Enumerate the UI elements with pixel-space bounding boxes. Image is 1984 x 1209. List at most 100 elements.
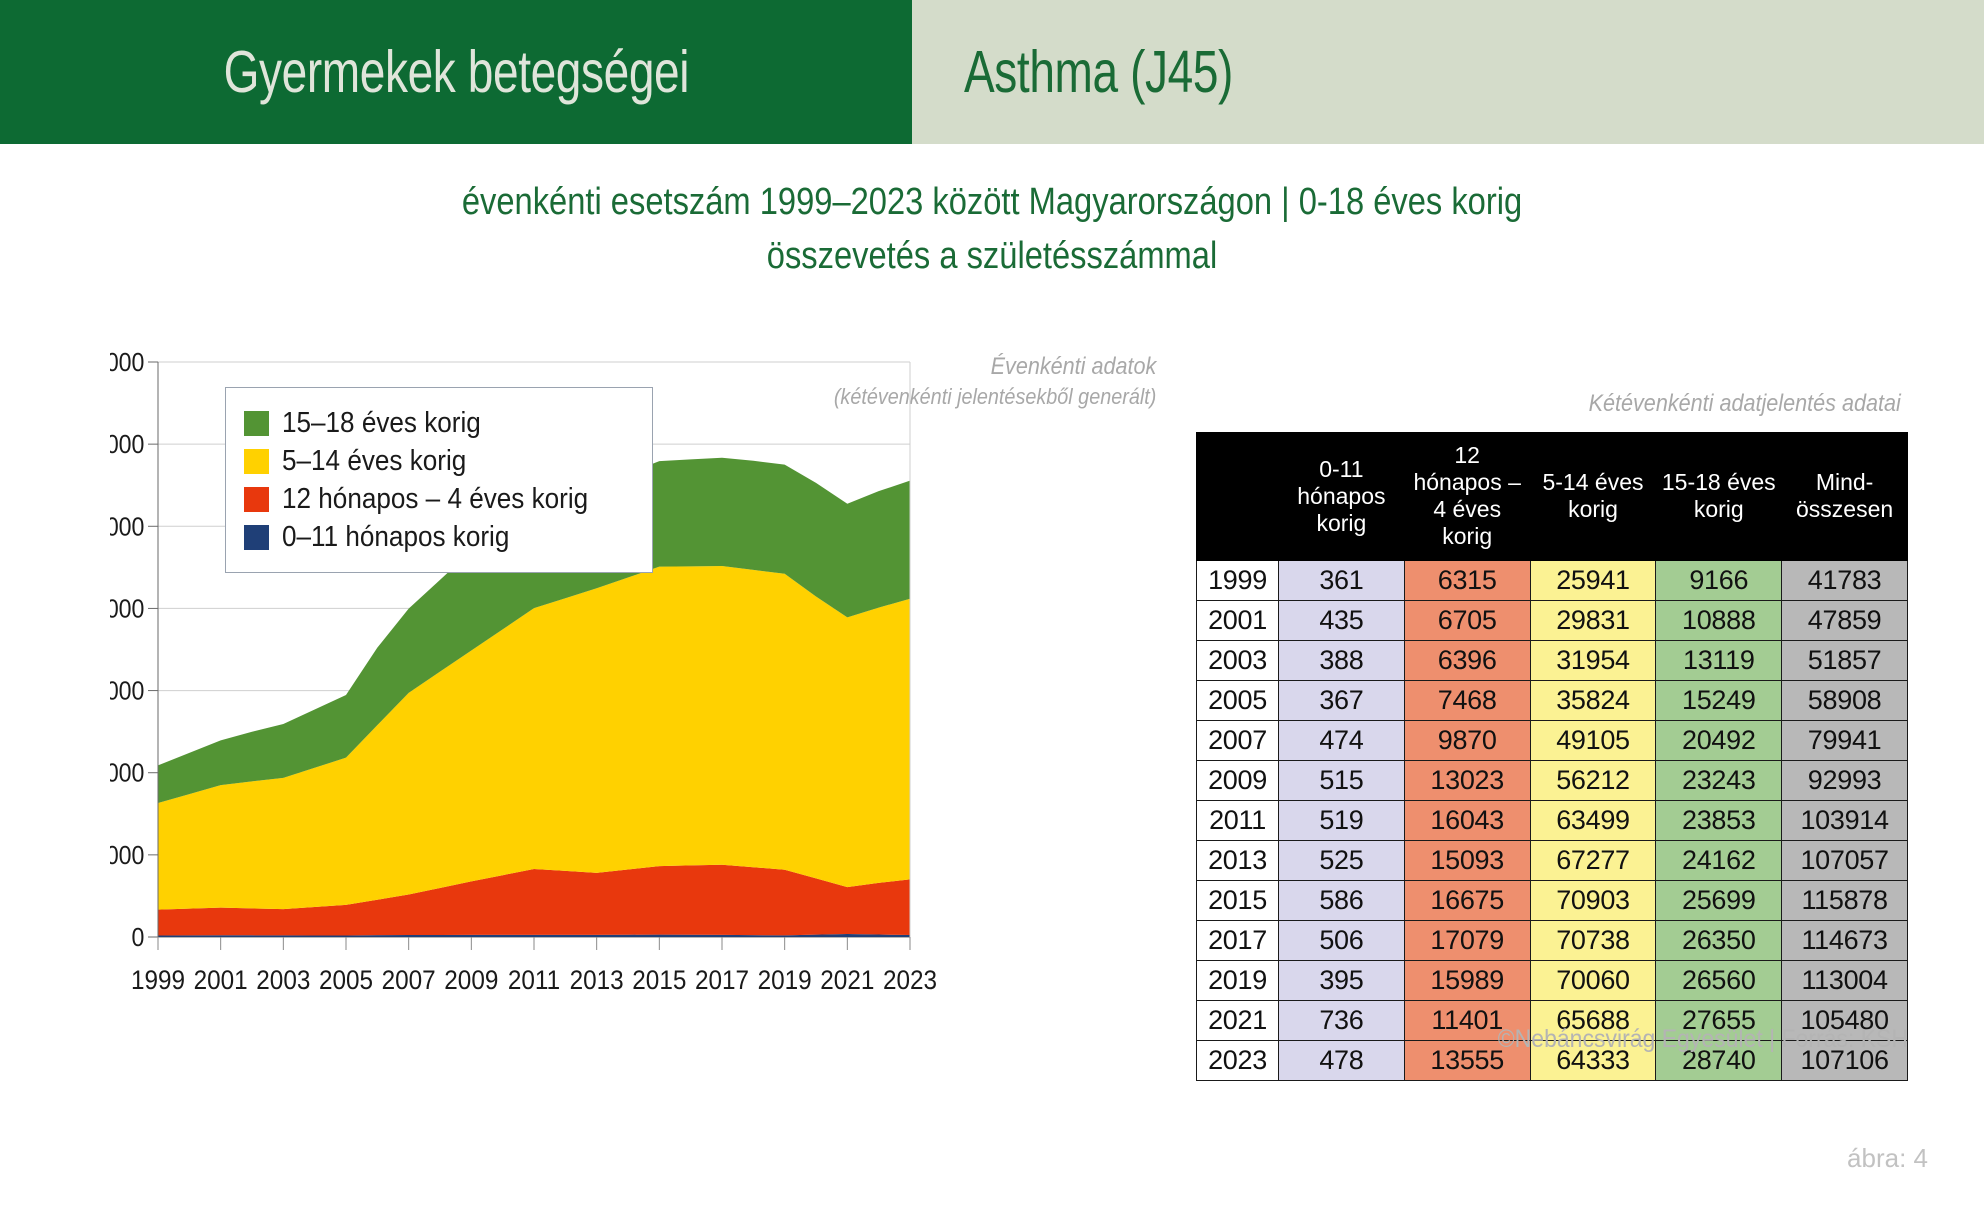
header-disease-title: Asthma (J45) bbox=[964, 39, 1233, 105]
area-series-12-h-napos-4-ves-korig bbox=[158, 864, 910, 936]
header-left-panel: Gyermekek betegségei bbox=[0, 0, 912, 144]
table-head: 0-11 hónapos korig 12 hónapos –4 éves korig… bbox=[1196, 432, 1908, 561]
table-cell-year: 2021 bbox=[1196, 999, 1279, 1041]
x-axis-tick-label: 2017 bbox=[695, 966, 749, 995]
table-cell-toddler: 6396 bbox=[1403, 639, 1531, 681]
y-axis-tick-label: 60000 bbox=[110, 431, 144, 460]
x-axis-tick-label: 2009 bbox=[444, 966, 498, 995]
table-cell-infant: 367 bbox=[1278, 679, 1405, 721]
table-cell-child: 56212 bbox=[1529, 759, 1657, 801]
table-cell-year: 2017 bbox=[1196, 919, 1279, 961]
table-cell-year: 2015 bbox=[1196, 879, 1279, 921]
table-header-row: 0-11 hónapos korig 12 hónapos –4 éves korig… bbox=[1196, 432, 1908, 561]
page-header: Gyermekek betegségei Asthma (J45) bbox=[0, 0, 1984, 144]
x-axis-tick-label: 2001 bbox=[194, 966, 248, 995]
table-cell-teen: 9166 bbox=[1655, 559, 1783, 601]
subtitle-line-2: összevetés a születésszámmal bbox=[766, 234, 1218, 277]
table-cell-teen: 23853 bbox=[1655, 799, 1783, 841]
table-header-year bbox=[1196, 432, 1279, 561]
y-axis-tick-label: 20000 bbox=[110, 760, 144, 789]
table-cell-total: 103914 bbox=[1781, 799, 1908, 841]
table-cell-toddler: 9870 bbox=[1403, 719, 1531, 761]
legend-swatch-0-11m bbox=[244, 524, 269, 550]
table-row: 2023 478 13555 64333 28740 107106 bbox=[1196, 1039, 1908, 1081]
table-cell-infant: 388 bbox=[1278, 639, 1405, 681]
page-subtitle: évenkénti esetszám 1999–2023 között Magy… bbox=[0, 176, 1984, 284]
legend-label-5-14: 5–14 éves korig bbox=[282, 444, 467, 477]
table-cell-total: 79941 bbox=[1781, 719, 1908, 761]
table-cell-infant: 474 bbox=[1278, 719, 1405, 761]
table-cell-year: 2011 bbox=[1196, 799, 1279, 841]
legend-item-15-18: 15–18 éves korig bbox=[244, 404, 622, 442]
legend-swatch-15-18 bbox=[244, 410, 269, 436]
x-axis-tick-label: 2019 bbox=[758, 966, 812, 995]
y-axis-tick-label: 30000 bbox=[110, 677, 144, 706]
subtitle-line-1: évenkénti esetszám 1999–2023 között Magy… bbox=[461, 181, 1523, 223]
table-cell-infant: 519 bbox=[1278, 799, 1405, 841]
table-cell-teen: 28740 bbox=[1655, 1039, 1783, 1081]
table-row: 2019 395 15989 70060 26560 113004 bbox=[1196, 959, 1908, 1001]
table-row: 1999 361 6315 25941 9166 41783 bbox=[1196, 559, 1908, 601]
table-cell-toddler: 11401 bbox=[1403, 999, 1531, 1041]
legend-item-12m-4y: 12 hónapos – 4 éves korig bbox=[244, 480, 622, 518]
chart-block: Évenkénti adatok (kétévenkénti jelentése… bbox=[110, 352, 1170, 1072]
table-cell-toddler: 15093 bbox=[1403, 839, 1531, 881]
area-series-5-14-ves-korig bbox=[158, 566, 910, 910]
table-cell-infant: 586 bbox=[1278, 879, 1405, 921]
chart-annotation-line-2: (kétévenkénti jelentésekből generált) bbox=[833, 383, 1156, 409]
table-cell-teen: 27655 bbox=[1655, 999, 1783, 1041]
table-cell-child: 70738 bbox=[1529, 919, 1657, 961]
table-cell-teen: 25699 bbox=[1655, 879, 1783, 921]
table-cell-child: 63499 bbox=[1529, 799, 1657, 841]
legend-item-5-14: 5–14 éves korig bbox=[244, 442, 622, 480]
table-cell-teen: 26350 bbox=[1655, 919, 1783, 961]
credit-line: ©Nebáncsvirág Egyesület | Forrás: KSH bbox=[1497, 1025, 1908, 1053]
table-cell-year: 2005 bbox=[1196, 679, 1279, 721]
table-cell-total: 107057 bbox=[1781, 839, 1908, 881]
data-table-block: Kétévenkénti adatjelentés adatai 0-11 hón… bbox=[1148, 390, 1908, 1081]
table-row: 2011 519 16043 63499 23853 103914 bbox=[1196, 799, 1908, 841]
table-cell-total: 113004 bbox=[1781, 959, 1908, 1001]
table-cell-year: 2003 bbox=[1196, 639, 1279, 681]
table-body: 1999 361 6315 25941 9166 41783 2001 435 6705 2983… bbox=[1196, 559, 1908, 1081]
table-cell-year: 2013 bbox=[1196, 839, 1279, 881]
table-header-infant: 0-11 hónapos korig bbox=[1278, 432, 1405, 561]
biennial-data-table: 0-11 hónapos korig 12 hónapos –4 éves korig… bbox=[1196, 432, 1908, 1081]
table-row: 2013 525 15093 67277 24162 107057 bbox=[1196, 839, 1908, 881]
y-axis-tick-label: 50000 bbox=[110, 513, 144, 542]
table-cell-infant: 736 bbox=[1278, 999, 1405, 1041]
table-cell-teen: 20492 bbox=[1655, 719, 1783, 761]
header-right-panel: Asthma (J45) bbox=[912, 0, 1984, 144]
x-axis-tick-label: 2005 bbox=[319, 966, 373, 995]
table-cell-toddler: 6315 bbox=[1403, 559, 1531, 601]
table-cell-total: 41783 bbox=[1781, 559, 1908, 601]
table-cell-infant: 515 bbox=[1278, 759, 1405, 801]
table-cell-child: 67277 bbox=[1529, 839, 1657, 881]
table-cell-toddler: 16043 bbox=[1403, 799, 1531, 841]
table-cell-total: 47859 bbox=[1781, 599, 1908, 641]
chart-svg: 0 10000 20000 30000 40000 50000 60000 70000 1999… bbox=[110, 352, 937, 995]
x-axis-tick-label: 2011 bbox=[508, 966, 560, 995]
table-cell-infant: 395 bbox=[1278, 959, 1405, 1001]
y-axis-tick-label: 10000 bbox=[110, 842, 144, 871]
legend-swatch-12m-4y bbox=[244, 486, 269, 512]
x-axis-tick-label: 2007 bbox=[382, 966, 436, 995]
table-cell-year: 1999 bbox=[1196, 559, 1279, 601]
x-axis-tick-label: 2003 bbox=[256, 966, 310, 995]
table-row: 2001 435 6705 29831 10888 47859 bbox=[1196, 599, 1908, 641]
table-row: 2017 506 17079 70738 26350 114673 bbox=[1196, 919, 1908, 961]
table-cell-child: 25941 bbox=[1529, 559, 1657, 601]
table-cell-child: 31954 bbox=[1529, 639, 1657, 681]
table-header-total: Mind-összesen bbox=[1781, 432, 1908, 561]
legend-label-15-18: 15–18 éves korig bbox=[282, 406, 481, 439]
table-cell-total: 114673 bbox=[1781, 919, 1908, 961]
table-row: 2009 515 13023 56212 23243 92993 bbox=[1196, 759, 1908, 801]
table-cell-year: 2007 bbox=[1196, 719, 1279, 761]
table-cell-toddler: 16675 bbox=[1403, 879, 1531, 921]
table-row: 2003 388 6396 31954 13119 51857 bbox=[1196, 639, 1908, 681]
table-cell-year: 2001 bbox=[1196, 599, 1279, 641]
legend-label-12m-4y: 12 hónapos – 4 éves korig bbox=[282, 482, 589, 515]
table-cell-infant: 435 bbox=[1278, 599, 1405, 641]
table-annotation: Kétévenkénti adatjelentés adatai bbox=[1588, 390, 1901, 417]
stacked-area-chart: 0 10000 20000 30000 40000 50000 60000 70000 1999… bbox=[110, 352, 1170, 1042]
